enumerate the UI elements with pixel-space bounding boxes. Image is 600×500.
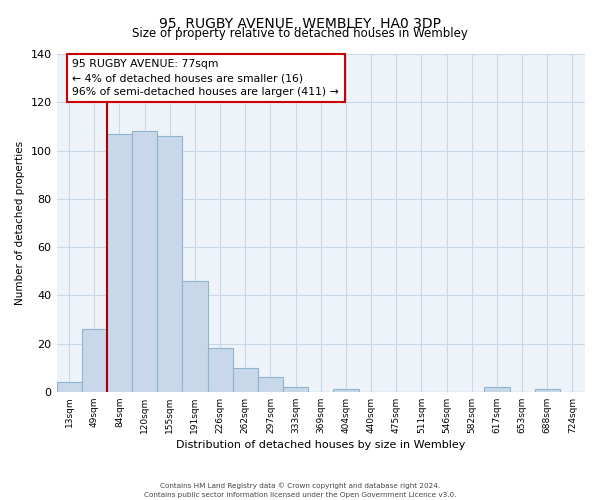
- Y-axis label: Number of detached properties: Number of detached properties: [15, 141, 25, 305]
- Bar: [258, 378, 283, 392]
- Bar: [132, 131, 157, 392]
- Text: Contains HM Land Registry data © Crown copyright and database right 2024.
Contai: Contains HM Land Registry data © Crown c…: [144, 482, 456, 498]
- Text: 95 RUGBY AVENUE: 77sqm
← 4% of detached houses are smaller (16)
96% of semi-deta: 95 RUGBY AVENUE: 77sqm ← 4% of detached …: [73, 59, 339, 97]
- Bar: [208, 348, 233, 392]
- Bar: [283, 387, 308, 392]
- Bar: [157, 136, 182, 392]
- Bar: [82, 329, 107, 392]
- Bar: [233, 368, 258, 392]
- Text: 95, RUGBY AVENUE, WEMBLEY, HA0 3DP: 95, RUGBY AVENUE, WEMBLEY, HA0 3DP: [159, 18, 441, 32]
- Bar: [107, 134, 132, 392]
- Bar: [334, 390, 359, 392]
- Bar: [56, 382, 82, 392]
- Bar: [535, 390, 560, 392]
- X-axis label: Distribution of detached houses by size in Wembley: Distribution of detached houses by size …: [176, 440, 466, 450]
- Text: Size of property relative to detached houses in Wembley: Size of property relative to detached ho…: [132, 28, 468, 40]
- Bar: [182, 281, 208, 392]
- Bar: [484, 387, 509, 392]
